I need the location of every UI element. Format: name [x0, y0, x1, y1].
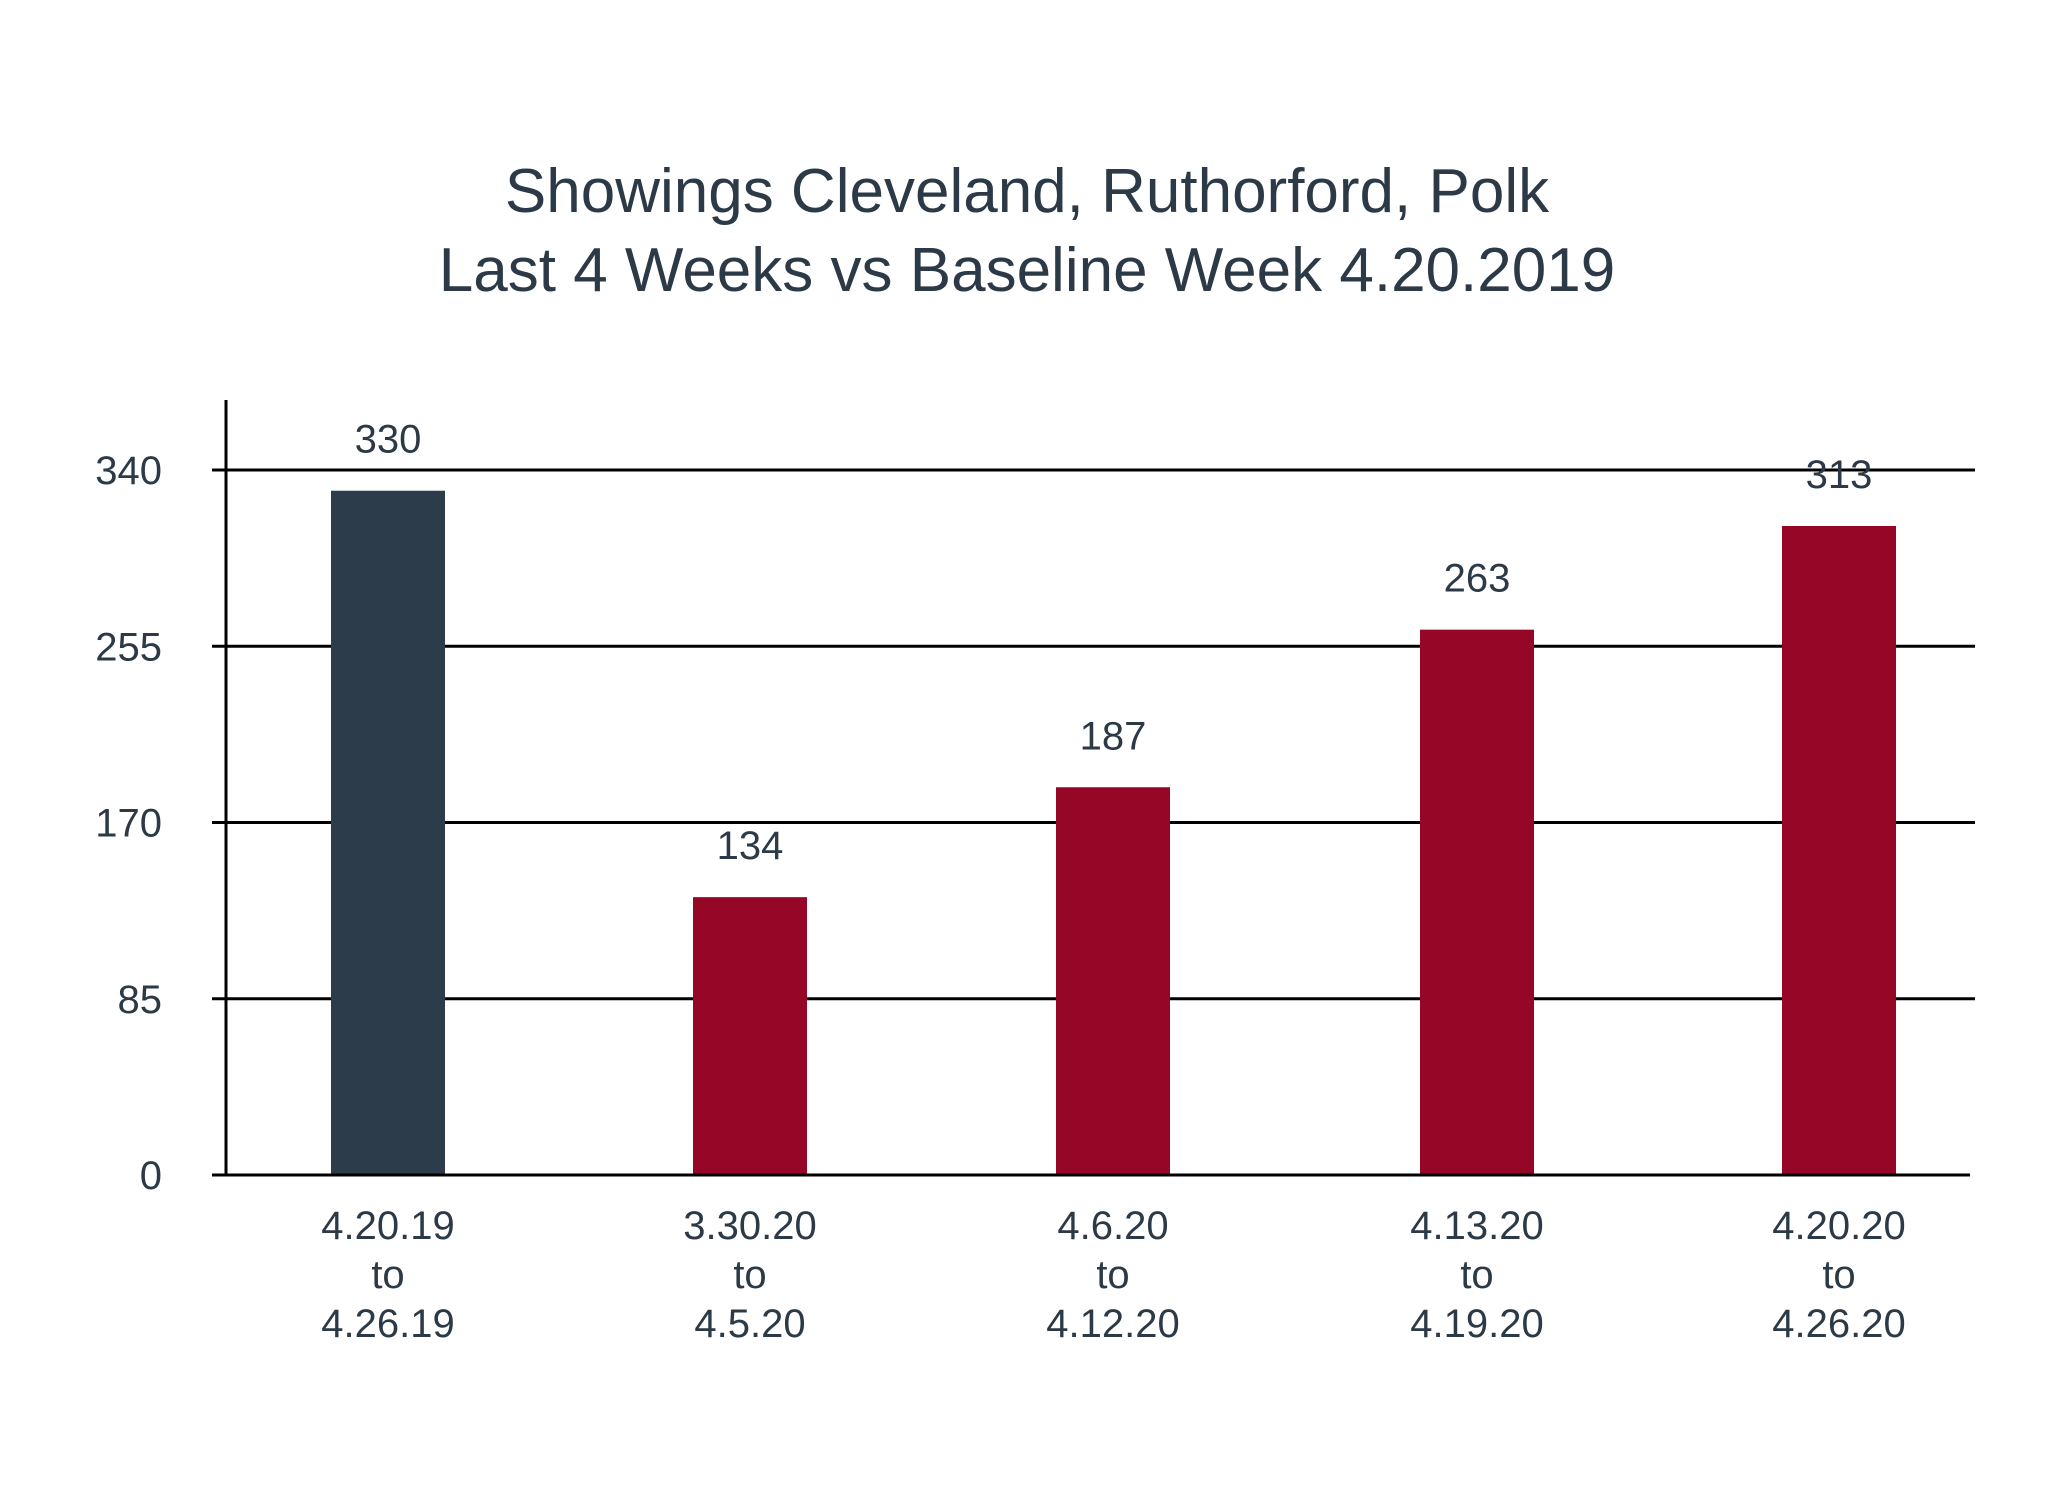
y-tick-label-170: 170 — [95, 802, 162, 846]
x-tick-label-5-line-2: to — [1822, 1253, 1855, 1297]
x-tick-label-1-line-1: 4.20.19 — [321, 1204, 454, 1248]
x-tick-label-1-line-3: 4.26.19 — [321, 1302, 454, 1346]
x-tick-label-4-line-1: 4.13.20 — [1410, 1204, 1543, 1248]
bar-2 — [693, 897, 807, 1175]
bars — [331, 490, 1896, 1175]
bar-3 — [1056, 787, 1170, 1175]
bar-1 — [331, 490, 445, 1175]
x-axis-ticks: 4.20.19 to 4.26.19 3.30.20 to 4.5.20 4.6.20 to 4… — [321, 1204, 1905, 1346]
x-tick-label-5-line-3: 4.26.20 — [1772, 1302, 1905, 1346]
data-label-1: 330 — [355, 418, 422, 462]
data-label-4: 263 — [1444, 557, 1511, 601]
x-tick-label-2-line-2: to — [733, 1253, 766, 1297]
data-label-2: 134 — [717, 824, 784, 868]
chart-title: Showings Cleveland, Ruthorford, Polk Last… — [439, 157, 1615, 305]
y-tick-label-0: 0 — [140, 1154, 162, 1198]
x-tick-label-3-line-3: 4.12.20 — [1046, 1302, 1179, 1346]
x-tick-label-3-line-1: 4.6.20 — [1057, 1204, 1168, 1248]
x-tick-label-2-line-3: 4.5.20 — [694, 1302, 805, 1346]
data-label-3: 187 — [1080, 714, 1147, 758]
x-tick-label-2-line-1: 3.30.20 — [683, 1204, 816, 1248]
y-tick-label-85: 85 — [118, 978, 163, 1022]
axes — [224, 400, 1970, 1177]
x-tick-label-4-line-2: to — [1460, 1253, 1493, 1297]
bar-5 — [1782, 525, 1896, 1175]
y-tick-label-340: 340 — [95, 449, 162, 493]
x-tick-label-3-line-2: to — [1096, 1253, 1129, 1297]
x-tick-label-1-line-2: to — [371, 1253, 404, 1297]
data-label-5: 313 — [1806, 453, 1873, 497]
x-tick-label-5-line-1: 4.20.20 — [1772, 1204, 1905, 1248]
x-tick-label-4-line-3: 4.19.20 — [1410, 1302, 1543, 1346]
chart-title-line-1: Showings Cleveland, Ruthorford, Polk — [505, 157, 1550, 226]
chart-title-line-2: Last 4 Weeks vs Baseline Week 4.20.2019 — [439, 236, 1615, 305]
bar-4 — [1420, 629, 1534, 1175]
y-tick-label-255: 255 — [95, 625, 162, 669]
data-labels: 330 134 187 263 313 — [355, 418, 1873, 868]
y-axis-ticks: 0 85 170 255 340 — [95, 449, 226, 1198]
